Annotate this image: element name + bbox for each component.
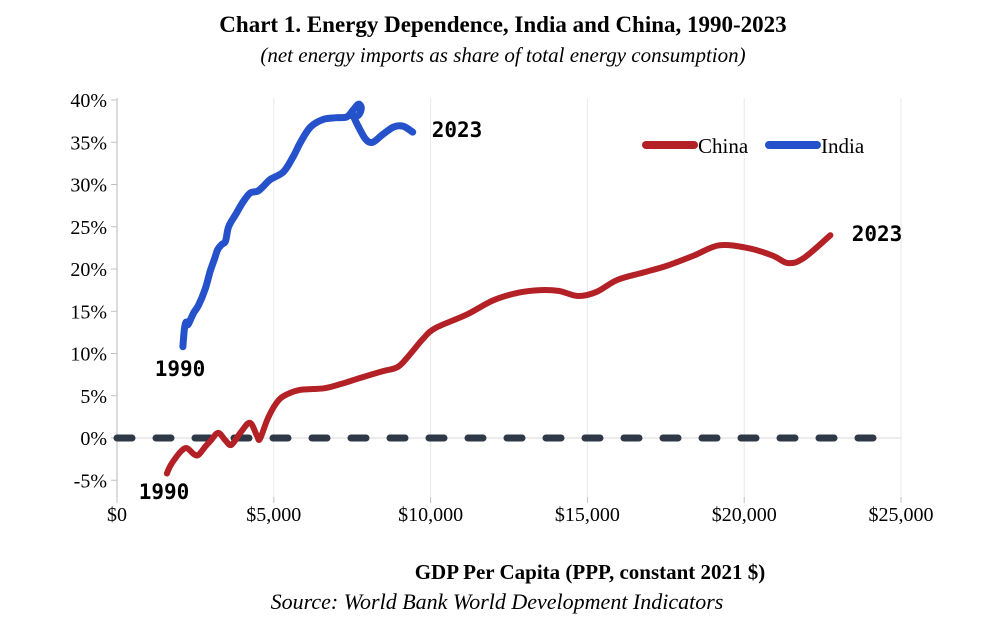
y-tick-5: 5% <box>80 386 107 408</box>
year-annotations: 1990 2023 1990 2023 <box>139 118 903 504</box>
y-tick-neg5: -5% <box>74 470 107 492</box>
china-start-year-label: 1990 <box>139 480 190 504</box>
x-axis-tick-labels: $0 $5,000 $10,000 $15,000 $20,000 $25,00… <box>107 504 934 526</box>
y-tick-25: 25% <box>70 217 107 239</box>
x-tick-5000: $5,000 <box>246 504 301 526</box>
legend-label-india: India <box>821 134 865 158</box>
china-line <box>163 232 834 477</box>
y-axis-tick-labels: 40% 35% 30% 25% 20% 15% 10% 5% 0% -5% <box>70 90 107 492</box>
y-tick-30: 30% <box>70 175 107 197</box>
y-tick-10: 10% <box>70 344 107 366</box>
y-tick-15: 15% <box>70 301 107 323</box>
source-note: Source: World Bank World Development Ind… <box>270 589 724 614</box>
x-tick-15000: $15,000 <box>555 504 620 526</box>
india-start-year-label: 1990 <box>155 357 206 381</box>
india-end-year-label: 2023 <box>432 118 483 142</box>
india-line <box>179 100 417 351</box>
series-layer <box>163 100 834 477</box>
x-tick-20000: $20,000 <box>712 504 777 526</box>
x-tick-0: $0 <box>107 504 127 526</box>
x-tick-25000: $25,000 <box>869 504 934 526</box>
chart-title: Chart 1. Energy Dependence, India and Ch… <box>219 12 787 37</box>
x-tick-10000: $10,000 <box>398 504 463 526</box>
y-tick-20: 20% <box>70 259 107 281</box>
china-end-year-label: 2023 <box>852 222 903 246</box>
legend: China India <box>642 134 865 158</box>
y-tick-40: 40% <box>70 90 107 112</box>
legend-label-china: China <box>698 134 749 158</box>
chart-subtitle: (net energy imports as share of total en… <box>260 43 746 67</box>
y-tick-35: 35% <box>70 132 107 154</box>
y-tick-0: 0% <box>80 428 107 450</box>
x-axis-title: GDP Per Capita (PPP, constant 2021 $) <box>414 560 766 584</box>
